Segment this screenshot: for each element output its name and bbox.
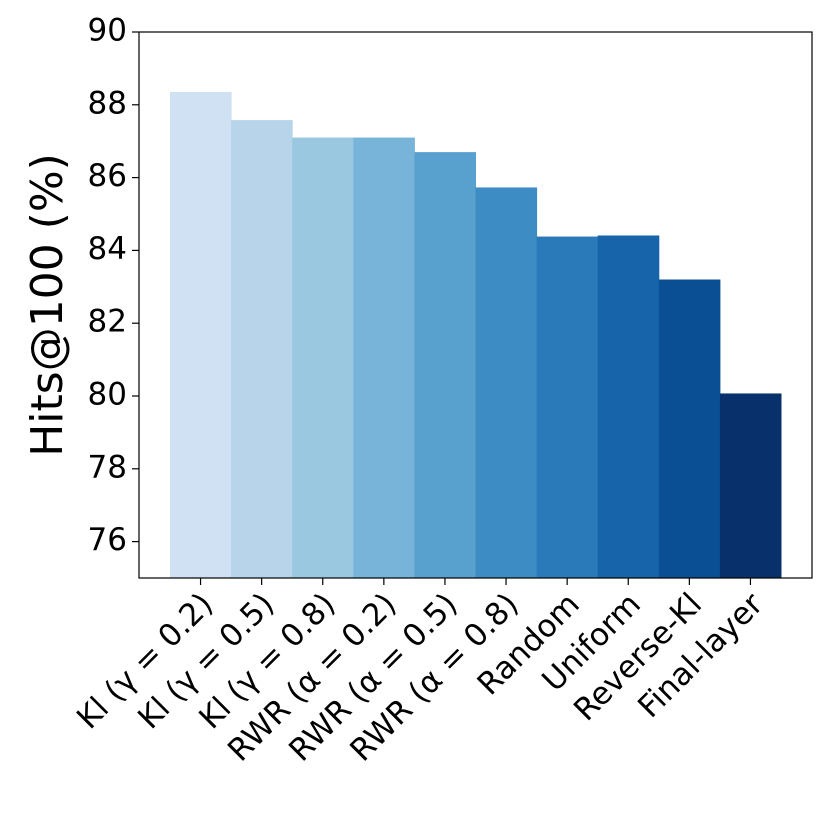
plot-frame [138, 31, 813, 579]
bar [292, 137, 354, 578]
y-tick-label: 84 [88, 231, 127, 267]
bar [658, 279, 721, 578]
bar [170, 92, 232, 578]
y-tick-label: 82 [88, 304, 127, 340]
bar [414, 152, 476, 578]
bar [719, 393, 782, 578]
bar [353, 137, 415, 578]
y-tick-label: 88 [88, 85, 127, 121]
bar [475, 187, 538, 579]
y-axis-label: Hits@100 (%) [22, 153, 73, 457]
y-tick-label: 78 [88, 449, 127, 485]
bar [597, 235, 660, 578]
y-tick-label: 90 [88, 13, 127, 49]
y-tick-label: 80 [88, 377, 127, 413]
y-tick-label: 86 [88, 158, 127, 194]
bar [536, 236, 599, 578]
y-tick-label: 76 [88, 522, 127, 558]
bar [231, 120, 293, 578]
